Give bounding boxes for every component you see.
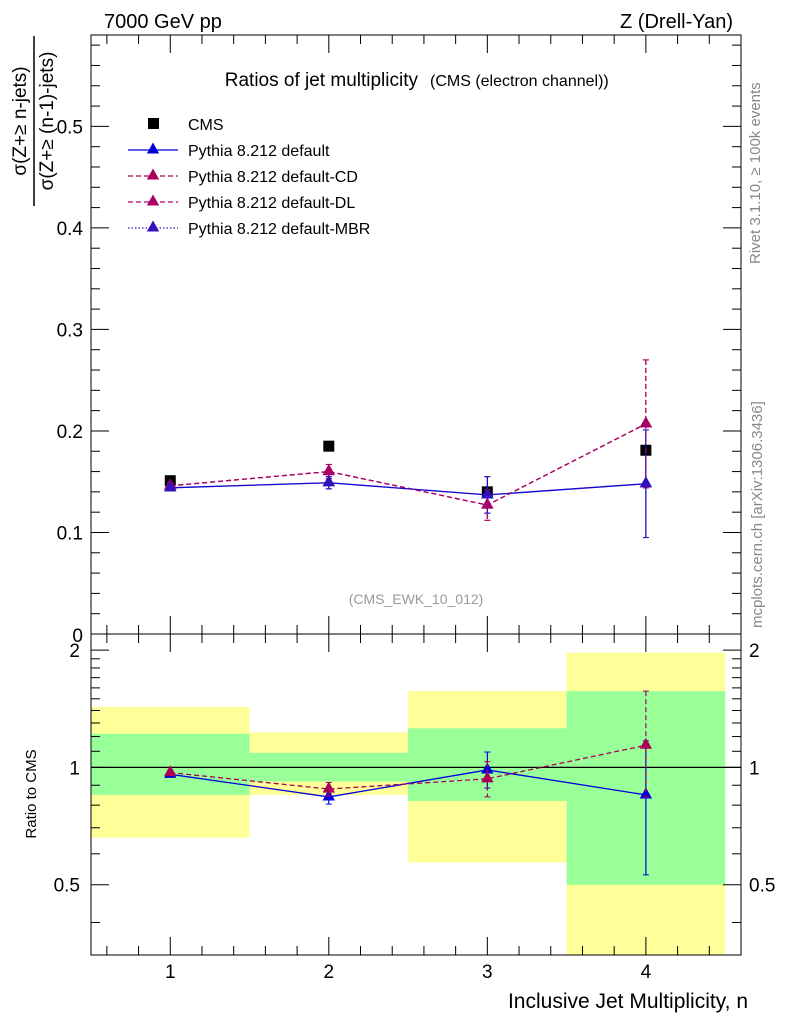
data-point-triangle — [481, 487, 494, 499]
ratio-panel-frame — [90, 633, 742, 956]
analysis-tag: (CMS_EWK_10_012) — [349, 591, 484, 607]
y-tick-label: 0.4 — [57, 219, 84, 240]
y-axis-label-numerator: σ(Z+≥ n-jets) — [10, 66, 31, 175]
y-tick-label-zero: 0 — [72, 626, 83, 647]
legend-label: Pythia 8.212 default-MBR — [188, 221, 370, 238]
ratio-y-tick-label: 2 — [69, 641, 80, 662]
legend-label: Pythia 8.212 default-CD — [188, 169, 358, 186]
legend: CMS Pythia 8.212 default Pythia 8.212 defa… — [128, 117, 370, 238]
data-point-triangle — [322, 475, 335, 487]
data-point-triangle — [322, 464, 335, 476]
ratio-series-line — [170, 769, 646, 798]
x-tick-label: 4 — [641, 962, 652, 983]
x-tick-label: 2 — [324, 962, 335, 983]
x-axis-label: Inclusive Jet Multiplicity, n — [508, 990, 748, 1013]
ratio-panel: 0.5 0.5 1 1 2 2 1 2 3 4 — [54, 633, 775, 983]
main-panel: 0.1 0.2 0.3 0.4 0.5 0 Ratios of jet multiplic… — [57, 34, 742, 647]
ratio-y-tick-label: 1 — [69, 758, 80, 779]
data-point-triangle — [639, 476, 653, 488]
data-point-triangle — [639, 416, 653, 428]
legend-marker-triangle — [146, 168, 160, 180]
legend-marker-triangle — [146, 220, 160, 232]
legend-label: Pythia 8.212 default-DL — [188, 195, 355, 212]
header-left: 7000 GeV pp — [104, 11, 222, 33]
x-tick-label: 1 — [165, 962, 176, 983]
data-point-triangle — [481, 497, 494, 509]
ratio-y-tick-label-right: 2 — [749, 641, 760, 662]
ratio-data-point — [322, 781, 335, 793]
legend-label: Pythia 8.212 default — [188, 143, 330, 160]
chart-subtitle: (CMS (electron channel)) — [430, 73, 609, 90]
mcplots-label: mcplots.cern.ch [arXiv:1306.3436] — [749, 401, 766, 628]
header-right: Z (Drell-Yan) — [620, 11, 733, 33]
x-tick-label: 3 — [482, 962, 493, 983]
chart-title: Ratios of jet multiplicity — [225, 70, 419, 91]
y-tick-label: 0.3 — [57, 320, 83, 341]
ratio-data-point — [481, 771, 494, 783]
ratio-data-point — [639, 787, 653, 799]
legend-marker-cms — [148, 118, 159, 129]
ratio-data-point — [639, 737, 653, 749]
ratio-y-axis-label: Ratio to CMS — [23, 749, 40, 838]
ratio-y-tick-label-right: 0.5 — [749, 876, 775, 897]
y-axis-label-denominator: σ(Z+≥ (n-1)-jets) — [37, 52, 58, 191]
legend-label: CMS — [188, 117, 224, 134]
data-point-triangle — [164, 480, 177, 492]
legend-marker-triangle — [146, 142, 160, 154]
uncertainty-band-green — [91, 733, 250, 795]
y-tick-label: 0.5 — [57, 117, 83, 138]
rivet-label: Rivet 3.1.10, ≥ 100k events — [747, 82, 764, 264]
legend-marker-triangle — [146, 194, 160, 206]
ratio-y-tick-label: 0.5 — [54, 876, 80, 897]
data-point-cms — [323, 440, 335, 452]
ratio-data-point — [164, 765, 177, 777]
y-tick-label: 0.1 — [57, 523, 83, 544]
series-line — [170, 482, 646, 496]
ratio-y-tick-label-right: 1 — [749, 758, 760, 779]
ratio-data-point — [481, 762, 494, 774]
y-tick-label: 0.2 — [57, 422, 83, 443]
y-axis-label: σ(Z+≥ n-jets) σ(Z+≥ (n-1)-jets) — [10, 36, 58, 206]
